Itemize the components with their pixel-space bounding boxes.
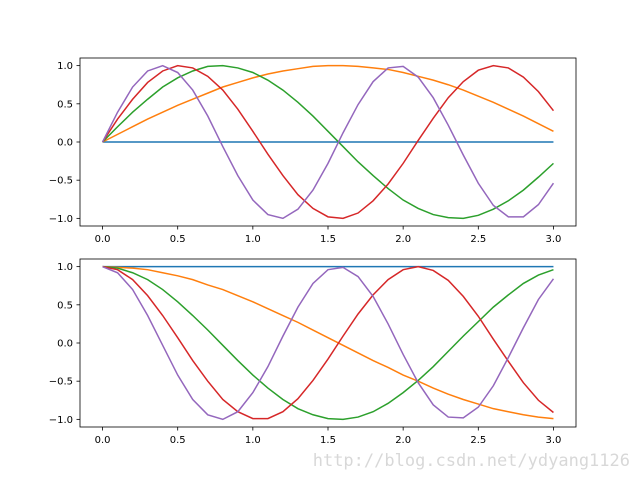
x-tick-label: 2.0: [395, 234, 411, 245]
y-tick-label: 0.5: [57, 300, 73, 311]
y-tick-label: −1.0: [49, 214, 73, 225]
y-tick-label: 0.5: [57, 99, 73, 110]
x-tick-label: 0.0: [95, 435, 111, 446]
x-tick-label: 0.5: [170, 435, 186, 446]
y-tick-label: 0.0: [57, 339, 73, 350]
line-series: [102, 265, 555, 421]
x-tick-label: 2.5: [470, 234, 486, 245]
watermark: http://blog.csdn.net/ydyang1126: [313, 451, 630, 471]
x-tick-label: 1.5: [320, 435, 336, 446]
line-series: [102, 265, 554, 421]
line-series: [102, 265, 554, 420]
line-series: [101, 64, 555, 220]
y-tick-label: 1.0: [57, 61, 73, 72]
x-tick-label: 1.5: [320, 234, 336, 245]
x-tick-label: 1.0: [245, 435, 261, 446]
line-series: [102, 265, 554, 420]
y-tick-label: −1.0: [49, 415, 73, 426]
line-series: [101, 64, 555, 220]
x-tick-label: 0.0: [95, 234, 111, 245]
line-series: [102, 64, 554, 220]
x-tick-label: 2.5: [470, 435, 486, 446]
y-tick-label: −0.5: [49, 377, 73, 388]
x-tick-label: 3.0: [546, 234, 562, 245]
x-tick-label: 3.0: [546, 435, 562, 446]
y-tick-label: 1.0: [57, 262, 73, 273]
x-tick-label: 1.0: [245, 234, 261, 245]
x-tick-label: 2.0: [395, 435, 411, 446]
x-tick-label: 0.5: [170, 234, 186, 245]
y-tick-label: 0.0: [57, 138, 73, 149]
line-series: [102, 64, 554, 143]
y-tick-label: −0.5: [49, 176, 73, 187]
